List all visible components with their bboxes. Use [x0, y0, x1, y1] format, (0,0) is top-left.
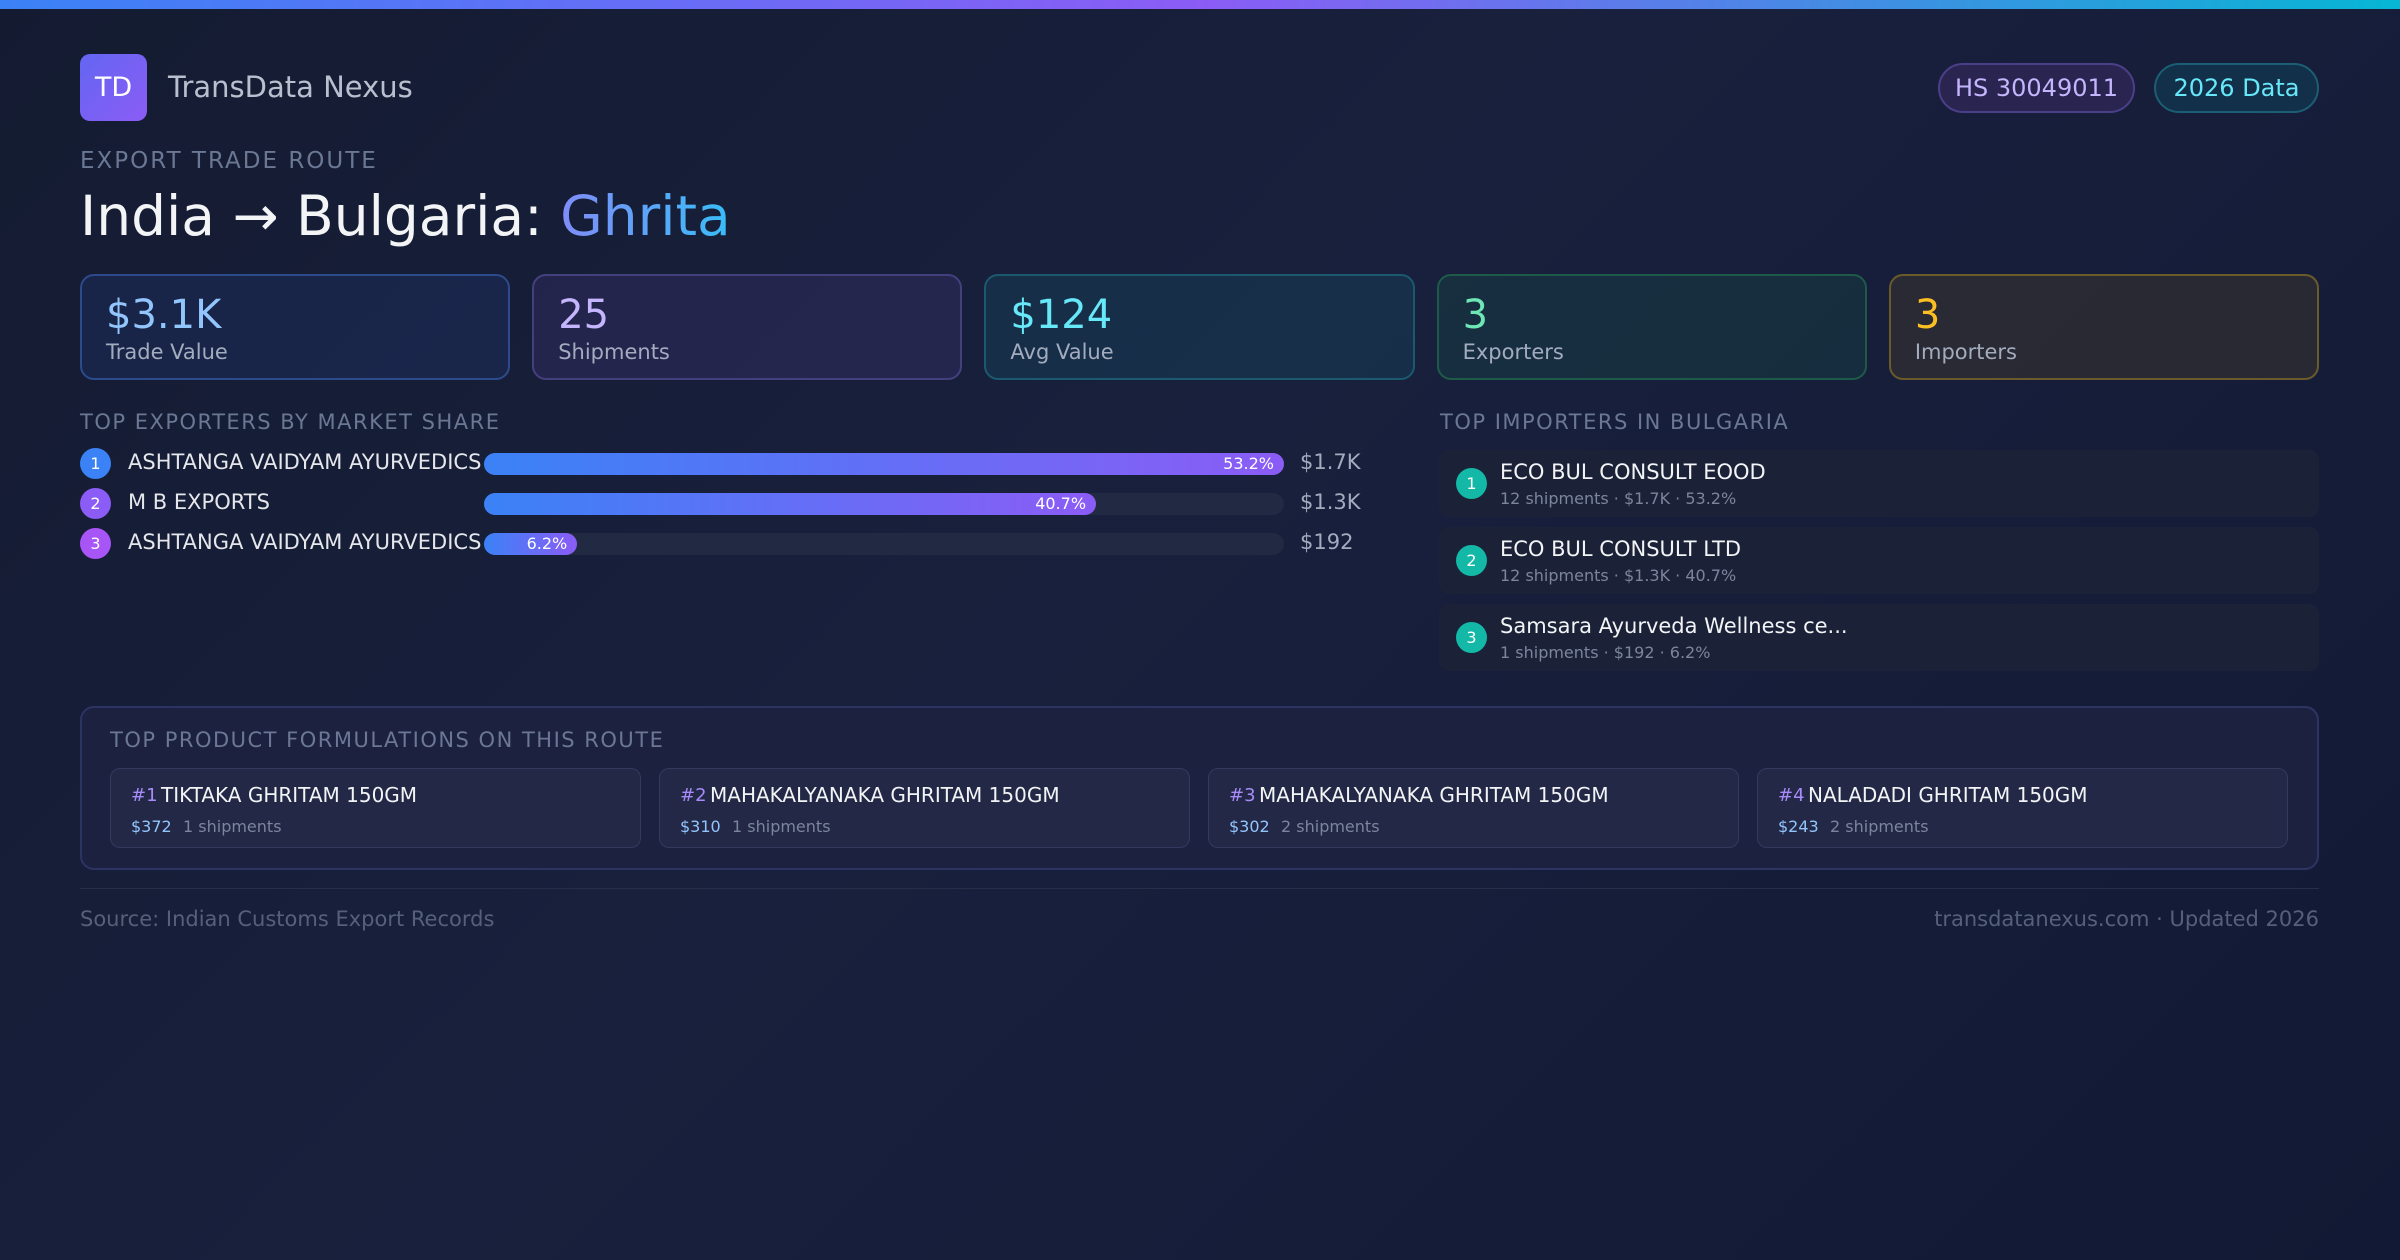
exporter-value: $192: [1300, 530, 1354, 554]
eyebrow: EXPORT TRADE ROUTE: [80, 148, 378, 174]
stat-value: $3.1K: [106, 292, 222, 338]
exporter-row: 2 M B EXPORTS 40.7% $1.3K: [80, 488, 1380, 520]
bar: 40.7%: [484, 493, 1097, 515]
product-name: TIKTAKA GHRITAM 150GM: [161, 783, 418, 807]
bar: 6.2%: [484, 533, 578, 555]
product-card[interactable]: #3 MAHAKALYANAKA GHRITAM 150GM $302 2 shipm…: [1208, 768, 1739, 848]
stat-label: Avg Value: [1010, 340, 1114, 364]
product-shipments: 1 shipments: [183, 817, 282, 836]
rank: 1: [80, 448, 111, 479]
divider: [80, 888, 2319, 889]
bar-track: 53.2%: [484, 453, 1284, 475]
brand[interactable]: TransData Nexus: [168, 70, 413, 104]
stat-value: 3: [1914, 292, 1941, 338]
route: India → Bulgaria:: [80, 184, 543, 248]
stat-value: 3: [1462, 292, 1489, 338]
exporter-name: ASHTANGA VAIDYAM AYURVEDICS: [128, 450, 482, 474]
importer-name: Samsara Ayurveda Wellness ce...: [1500, 614, 1848, 638]
product-value: $302: [1229, 817, 1270, 836]
bar: 53.2%: [484, 453, 1284, 475]
product-rank: #2: [680, 785, 707, 806]
product-name: MAHAKALYANAKA GHRITAM 150GM: [710, 783, 1060, 807]
badge: HS 30049011: [1938, 63, 2135, 113]
bar-label: 6.2%: [526, 534, 568, 553]
importer-card[interactable]: 2 ECO BUL CONSULT LTD 12 shipments · $1.3K…: [1439, 527, 2319, 594]
exporter-value: $1.7K: [1300, 450, 1361, 474]
product-value: $243: [1778, 817, 1819, 836]
importer-card[interactable]: 3 Samsara Ayurveda Wellness ce... 1 shipme…: [1439, 604, 2319, 671]
product-rank: #4: [1778, 785, 1805, 806]
product-shipments: 1 shipments: [732, 817, 831, 836]
stat-value: $124: [1010, 292, 1113, 338]
stat-label: Exporters: [1462, 340, 1564, 364]
product-card[interactable]: #4 NALADADI GHRITAM 150GM $243 2 shipments: [1757, 768, 2288, 848]
section-heading: TOP IMPORTERS IN BULGARIA: [1440, 410, 1790, 434]
rank: 1: [1456, 468, 1487, 499]
rank: 2: [80, 488, 111, 519]
rank: 3: [80, 528, 111, 559]
product-value: $310: [680, 817, 721, 836]
exporter-value: $1.3K: [1300, 490, 1361, 514]
product-card[interactable]: #1 TIKTAKA GHRITAM 150GM $372 1 shipments: [110, 768, 641, 848]
product-name: NALADADI GHRITAM 150GM: [1808, 783, 2088, 807]
importer-detail: 1 shipments · $192 · 6.2%: [1500, 643, 1711, 662]
importer-name: ECO BUL CONSULT EOOD: [1500, 460, 1766, 484]
exporter-row: 3 ASHTANGA VAIDYAM AYURVEDICS 6.2% $192: [80, 528, 1380, 560]
product-value: $372: [131, 817, 172, 836]
exporter-name: ASHTANGA VAIDYAM AYURVEDICS: [128, 530, 482, 554]
rank: 3: [1456, 622, 1487, 653]
product-name: MAHAKALYANAKA GHRITAM 150GM: [1259, 783, 1609, 807]
logo: TD: [80, 54, 147, 121]
bar-label: 53.2%: [1223, 454, 1274, 473]
stat-label: Shipments: [558, 340, 670, 364]
stats: $3.1K Trade Value 25 Shipments $124 Avg Value…: [80, 274, 2320, 380]
section-heading: TOP EXPORTERS BY MARKET SHARE: [80, 410, 501, 434]
product-shipments: 2 shipments: [1281, 817, 1380, 836]
badge: 2026 Data: [2154, 63, 2319, 113]
site: transdatanexus.com · Updated 2026: [1934, 907, 2319, 931]
exporter-name: M B EXPORTS: [128, 490, 270, 514]
stat-card[interactable]: $124 Avg Value: [984, 274, 1415, 380]
section-heading: TOP PRODUCT FORMULATIONS ON THIS ROUTE: [110, 728, 665, 752]
stat-card[interactable]: 3 Importers: [1888, 274, 2320, 380]
product-rank: #3: [1229, 785, 1256, 806]
stat-value: 25: [558, 292, 610, 338]
importer-card[interactable]: 1 ECO BUL CONSULT EOOD 12 shipments · $1.7…: [1439, 450, 2319, 517]
exporter-row: 1 ASHTANGA VAIDYAM AYURVEDICS 53.2% $1.7K: [80, 448, 1380, 480]
stat-label: Trade Value: [106, 340, 228, 364]
importer-detail: 12 shipments · $1.3K · 40.7%: [1500, 566, 1737, 585]
stat-card[interactable]: $3.1K Trade Value: [80, 274, 511, 380]
product-card[interactable]: #2 MAHAKALYANAKA GHRITAM 150GM $310 1 shipm…: [659, 768, 1190, 848]
rank: 2: [1456, 545, 1487, 576]
importer-detail: 12 shipments · $1.7K · 53.2%: [1500, 489, 1737, 508]
importer-name: ECO BUL CONSULT LTD: [1500, 537, 1742, 561]
page-title: India → Bulgaria: Ghrita: [80, 184, 731, 248]
product-shipments: 2 shipments: [1830, 817, 1929, 836]
bar-label: 40.7%: [1035, 494, 1087, 513]
product-rank: #1: [131, 785, 158, 806]
bar-track: 6.2%: [484, 533, 1284, 555]
source: Source: Indian Customs Export Records: [80, 907, 495, 931]
product: Ghrita: [560, 184, 731, 248]
stat-card[interactable]: 25 Shipments: [532, 274, 963, 380]
bar-track: 40.7%: [484, 493, 1284, 515]
stat-card[interactable]: 3 Exporters: [1436, 274, 1867, 380]
top-accent: [0, 0, 2400, 9]
stat-label: Importers: [1914, 340, 2018, 364]
